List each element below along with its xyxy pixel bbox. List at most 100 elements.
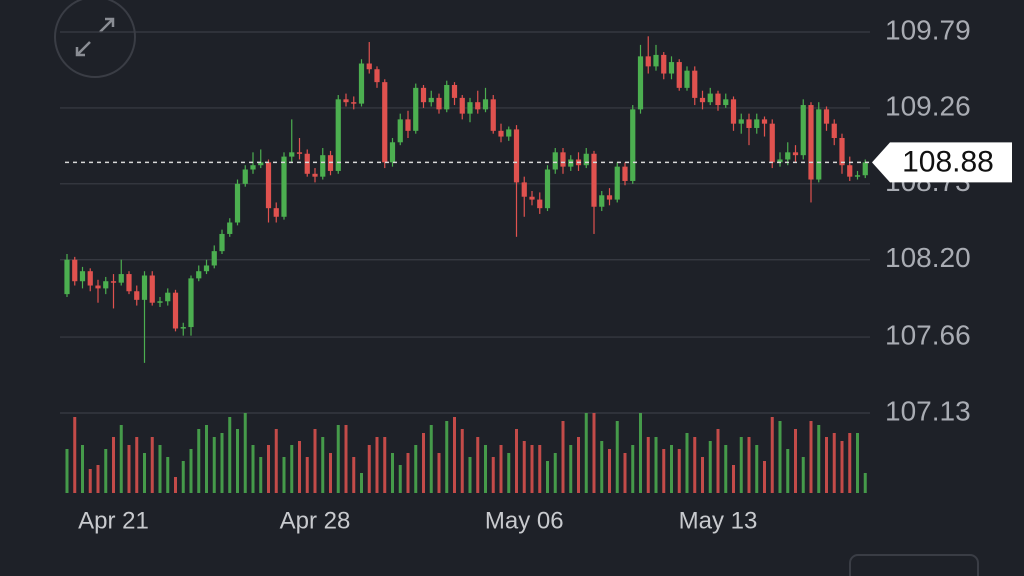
volume-bar <box>538 445 542 493</box>
volume-bar <box>801 457 805 493</box>
candle-body <box>296 152 303 154</box>
volume-bar <box>708 441 712 493</box>
volume-bar <box>104 449 108 493</box>
candle-body <box>692 70 698 98</box>
candle-body <box>560 152 566 167</box>
volume-bar <box>600 441 604 493</box>
volume-bar <box>236 429 239 493</box>
volume-bar <box>429 425 433 493</box>
candle-body <box>281 156 287 217</box>
candle-body <box>87 271 93 286</box>
candle-body <box>599 195 605 207</box>
candle-body <box>444 84 450 110</box>
candle-body <box>335 99 341 171</box>
candle-body <box>831 123 837 138</box>
volume-bar <box>96 465 100 493</box>
volume-bar <box>367 445 371 493</box>
volume-bar <box>329 453 332 493</box>
volume-bar <box>507 453 511 493</box>
candle-body <box>808 105 814 180</box>
volume-bar <box>856 433 859 493</box>
candle-body <box>475 102 481 110</box>
volume-bar <box>437 453 441 493</box>
volume-bar <box>360 473 363 493</box>
volume-bar <box>530 445 534 493</box>
candle-body <box>211 251 217 266</box>
volume-bar <box>794 429 797 493</box>
candle-body <box>730 99 737 124</box>
candle-body <box>645 56 651 67</box>
candle-body <box>482 99 489 110</box>
candle-body <box>188 278 194 328</box>
volume-bar <box>499 445 503 493</box>
volume-bar <box>832 433 836 493</box>
y-tick-label: 107.66 <box>885 319 971 350</box>
candle-body <box>552 152 558 170</box>
candle-body <box>180 327 186 329</box>
candle-body <box>149 275 155 303</box>
volume-bar <box>592 413 596 493</box>
volume-bar <box>267 445 270 493</box>
volume-bar <box>639 413 642 493</box>
volume-bar <box>220 433 224 493</box>
volume-bar <box>375 437 379 493</box>
expand-button[interactable] <box>54 0 136 78</box>
candle-body <box>761 119 768 124</box>
volume-bar <box>848 433 852 493</box>
volume-bar <box>414 445 418 493</box>
volume-bar <box>336 425 340 493</box>
volume-bar <box>577 437 580 493</box>
volume-bar <box>282 457 286 493</box>
volume-bar <box>716 429 720 493</box>
candle-body <box>537 199 543 209</box>
candle-body <box>606 195 613 200</box>
x-tick-label: May 06 <box>485 507 564 534</box>
volume-bar <box>166 457 170 493</box>
volume-bar <box>119 425 123 493</box>
volume-bar <box>422 433 425 493</box>
volume-bar <box>608 449 611 493</box>
candle-body <box>95 285 101 289</box>
volume-bar <box>809 421 813 493</box>
expand-circle[interactable] <box>54 0 136 78</box>
volume-bar <box>88 469 92 493</box>
candle-body <box>823 109 830 124</box>
volume-bar <box>259 457 263 493</box>
volume-bar <box>298 441 301 493</box>
candle-body <box>389 142 396 163</box>
expand-icon[interactable] <box>75 17 115 57</box>
volume-bar <box>150 437 154 493</box>
volume-bar <box>81 445 84 493</box>
volume-bar <box>406 453 410 493</box>
candle-body <box>265 162 272 209</box>
volume-bar <box>763 461 766 493</box>
bottom-button[interactable] <box>849 554 979 576</box>
volume-bar <box>468 457 472 493</box>
volume-bar <box>460 429 464 493</box>
volume-bar <box>732 465 735 493</box>
candle-body <box>126 274 132 292</box>
candle-body <box>343 99 349 103</box>
candle-body <box>141 275 148 300</box>
x-tick-label: Apr 21 <box>78 507 149 534</box>
candle-body <box>676 62 682 88</box>
volume-bar <box>344 425 348 493</box>
candle-body <box>118 274 124 283</box>
candle-body <box>707 93 713 103</box>
candle-body <box>653 54 659 67</box>
volume-bar <box>693 437 697 493</box>
y-tick-label: 108.20 <box>885 242 971 273</box>
y-tick-label: 109.79 <box>885 14 971 45</box>
volume-bar <box>670 445 673 493</box>
candle-body <box>847 165 853 177</box>
candle-body <box>862 162 868 176</box>
candle-body <box>816 109 822 180</box>
volume-bar <box>484 445 487 493</box>
candle-body <box>320 155 326 177</box>
volume-bar <box>243 413 247 493</box>
y-tick-label: 107.13 <box>885 395 971 426</box>
candle-body <box>397 119 403 143</box>
volume-bar <box>584 413 588 493</box>
